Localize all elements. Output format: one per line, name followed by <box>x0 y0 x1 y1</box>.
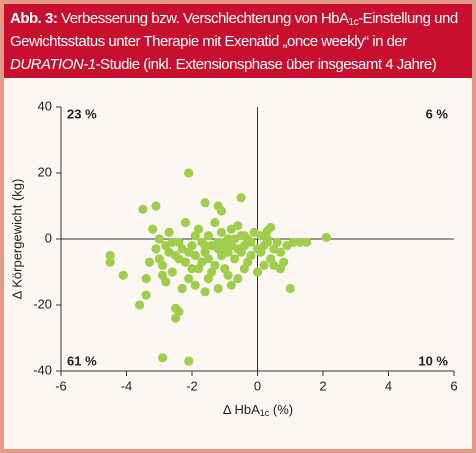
point <box>321 232 331 242</box>
point <box>213 283 223 294</box>
point <box>190 231 200 241</box>
point <box>200 287 210 297</box>
point <box>203 274 213 284</box>
point <box>157 270 168 280</box>
x-tick-label: 6 <box>450 378 457 393</box>
point <box>174 307 184 317</box>
point <box>135 300 145 310</box>
point <box>177 283 187 294</box>
x-tick-label: 2 <box>319 378 326 393</box>
point <box>216 206 227 216</box>
point <box>184 168 194 178</box>
point <box>105 257 115 267</box>
title-study: DURATION-1 <box>10 56 96 73</box>
point <box>295 237 305 247</box>
point <box>285 283 295 294</box>
point <box>252 267 263 277</box>
x-label-text: (%) <box>269 402 293 417</box>
point <box>197 257 207 267</box>
point <box>187 264 197 274</box>
x-label-text: Δ HbA <box>223 402 260 417</box>
y-axis-label: Δ Körpergewicht (kg) <box>9 179 24 300</box>
point <box>144 257 155 267</box>
point <box>157 260 168 270</box>
x-tick-label: -4 <box>121 378 133 393</box>
quadrant-label: 23 % <box>67 106 97 121</box>
title-subscript: 1c <box>348 17 359 28</box>
point <box>233 221 243 231</box>
title-text: Verbesserung bzw. Verschlechterung von H… <box>57 10 349 27</box>
title-text: -Studie (inkl. Extensionsphase über insg… <box>95 56 437 73</box>
point <box>118 270 128 280</box>
y-tick-label: 20 <box>38 164 52 179</box>
point <box>184 356 194 366</box>
point <box>229 254 240 264</box>
point <box>200 198 210 208</box>
y-tick-label: -20 <box>33 296 52 311</box>
title-text: -Einstellung und Gewichtsstatus unter Th… <box>10 10 458 50</box>
x-tick-label: 4 <box>385 378 392 393</box>
point <box>138 204 148 214</box>
point <box>190 280 200 290</box>
point <box>184 274 194 284</box>
point <box>213 237 223 247</box>
point <box>151 201 161 211</box>
point <box>262 226 272 236</box>
point <box>239 231 249 241</box>
point <box>157 353 168 363</box>
point <box>236 193 246 203</box>
point <box>154 234 164 244</box>
point <box>105 250 115 261</box>
point <box>256 247 266 257</box>
point <box>275 264 286 274</box>
x-label-subscript: 1c <box>260 408 270 418</box>
point <box>259 260 269 270</box>
point <box>223 234 233 244</box>
point <box>236 247 246 257</box>
x-tick-label: -2 <box>186 378 198 393</box>
x-axis-label: Δ HbA1c (%) <box>223 402 293 418</box>
point <box>164 227 174 237</box>
x-tick-label: -6 <box>55 378 67 393</box>
point <box>167 267 177 277</box>
y-tick-label: -40 <box>33 362 52 377</box>
point <box>246 237 256 247</box>
point <box>216 227 227 237</box>
point <box>141 274 151 284</box>
point <box>302 237 312 247</box>
quadrant-label: 6 % <box>426 106 449 121</box>
point <box>200 241 210 251</box>
point <box>220 264 230 274</box>
point <box>233 274 243 284</box>
point <box>262 237 272 247</box>
y-tick-label: 0 <box>45 230 52 245</box>
title-label: Abb. 3: <box>10 10 58 27</box>
point <box>151 244 161 254</box>
point <box>210 217 220 228</box>
point <box>184 247 194 257</box>
x-tick-label: 0 <box>254 378 261 393</box>
point <box>269 244 279 254</box>
quadrant-label: 10 % <box>418 353 448 368</box>
point <box>141 290 151 300</box>
header: Abb. 3: Verbesserung bzw. Verschlechteru… <box>4 4 472 78</box>
point <box>180 217 191 228</box>
point <box>167 237 177 247</box>
point <box>148 224 158 234</box>
point <box>288 237 299 247</box>
quadrant-label: 61 % <box>67 353 97 368</box>
y-tick-label: 40 <box>38 98 52 113</box>
point <box>220 244 230 254</box>
point <box>243 257 253 267</box>
point <box>226 280 236 290</box>
point <box>203 231 213 241</box>
point <box>174 254 184 264</box>
